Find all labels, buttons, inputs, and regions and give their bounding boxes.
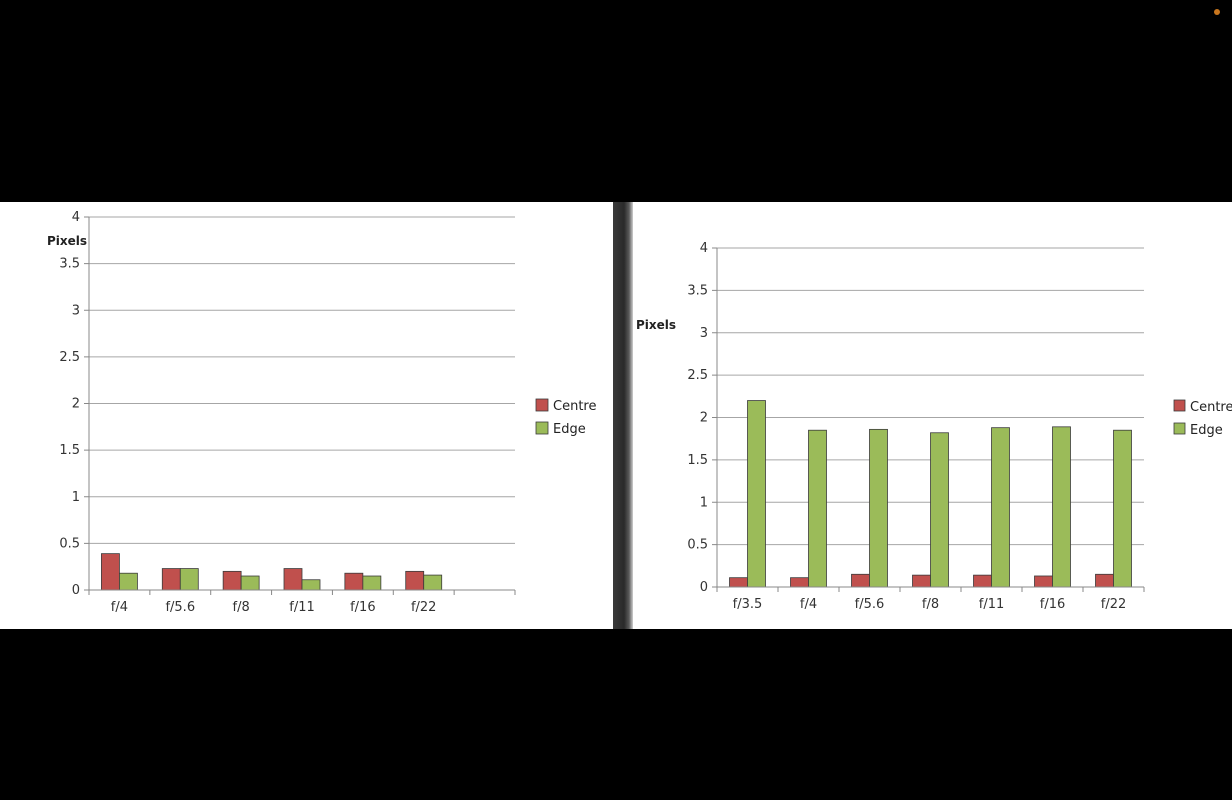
bar-centre (790, 577, 809, 588)
left-bar-chart: 0 0.5 1 1.5 2 2.5 3 3.5 4 f/4 f/5.6 f/8 f/11 f/16 f/22… (47, 210, 596, 615)
y-axis-label: Pixels (636, 318, 676, 332)
right-bar-chart: 0 0.5 1 1.5 2 2.5 3 3.5 4 f/3.5 f/4 f/5.6 f/8 f/11 f/1… (636, 241, 1232, 612)
y-tick-label: 2 (700, 411, 708, 426)
y-tick-label: 3 (700, 326, 708, 341)
legend-label-edge: Edge (553, 422, 586, 437)
bar-edge (808, 429, 827, 588)
legend-swatch-edge (535, 421, 549, 435)
x-tick-label: f/22 (411, 600, 437, 615)
bar-centre (222, 570, 242, 591)
x-tick-label: f/16 (350, 600, 376, 615)
x-tick-label: f/5.6 (165, 600, 195, 615)
bar-centre (1034, 575, 1053, 588)
y-tick-label: 0.5 (59, 536, 80, 551)
x-tick-label: f/16 (1040, 597, 1066, 612)
x-tick-label: f/8 (922, 597, 939, 612)
y-tick-label: 0 (72, 583, 80, 598)
bar-edge (1113, 429, 1132, 588)
right-chart-panel: 0 0.5 1 1.5 2 2.5 3 3.5 4 f/3.5 f/4 f/5.6 f/8 f/11 f/1… (633, 202, 1232, 629)
bar-centre (851, 573, 870, 588)
bar-edge (362, 575, 382, 591)
bar-edge (869, 428, 888, 588)
panel-divider (613, 202, 633, 629)
bar-centre (344, 572, 364, 591)
bar-centre (101, 553, 120, 591)
bar-edge (240, 575, 260, 591)
y-axis-label: Pixels (47, 234, 87, 248)
bar-edge (119, 572, 138, 591)
x-tick-label: f/4 (111, 600, 128, 615)
bar-centre (729, 577, 748, 588)
bar-centre (912, 574, 931, 588)
bar-edge (423, 574, 443, 591)
y-tick-label: 3.5 (59, 257, 80, 272)
bar-edge (1052, 426, 1071, 588)
x-tick-label: f/22 (1101, 597, 1127, 612)
left-chart-panel: 0 0.5 1 1.5 2 2.5 3 3.5 4 f/4 f/5.6 f/8 f/11 f/16 f/22… (0, 202, 613, 629)
y-tick-label: 4 (72, 210, 80, 225)
bar-centre (1095, 573, 1114, 588)
y-tick-label: 1.5 (687, 453, 708, 468)
bar-edge (747, 400, 766, 588)
x-tick-label: f/11 (979, 597, 1005, 612)
bar-edge (179, 568, 199, 591)
bar-centre (161, 568, 181, 591)
x-tick-label: f/8 (233, 600, 250, 615)
y-tick-label: 1.5 (59, 443, 80, 458)
y-tick-label: 1 (72, 490, 80, 505)
bar-edge (991, 427, 1010, 588)
status-dot (1214, 9, 1220, 15)
y-tick-label: 3.5 (687, 283, 708, 298)
x-tick-label: f/5.6 (855, 597, 885, 612)
y-tick-label: 1 (700, 495, 708, 510)
y-tick-label: 4 (700, 241, 708, 256)
legend-label-centre: Centre (553, 399, 596, 414)
x-tick-label: f/4 (800, 597, 817, 612)
bar-edge (930, 432, 949, 588)
legend-swatch-centre (535, 398, 549, 412)
legend-label-edge: Edge (1190, 423, 1223, 438)
x-tick-label: f/11 (289, 600, 315, 615)
y-tick-label: 3 (72, 303, 80, 318)
y-tick-label: 0.5 (687, 538, 708, 553)
y-tick-label: 0 (700, 580, 708, 595)
x-tick-label: f/3.5 (733, 597, 763, 612)
bar-centre (973, 574, 992, 588)
y-tick-label: 2 (72, 397, 80, 412)
bar-centre (283, 568, 303, 591)
legend-label-centre: Centre (1190, 400, 1232, 415)
y-tick-label: 2.5 (59, 350, 80, 365)
legend-swatch-centre (1173, 399, 1186, 412)
legend-swatch-edge (1173, 422, 1186, 435)
y-tick-label: 2.5 (687, 368, 708, 383)
bar-edge (301, 579, 321, 591)
bar-centre (405, 570, 425, 591)
